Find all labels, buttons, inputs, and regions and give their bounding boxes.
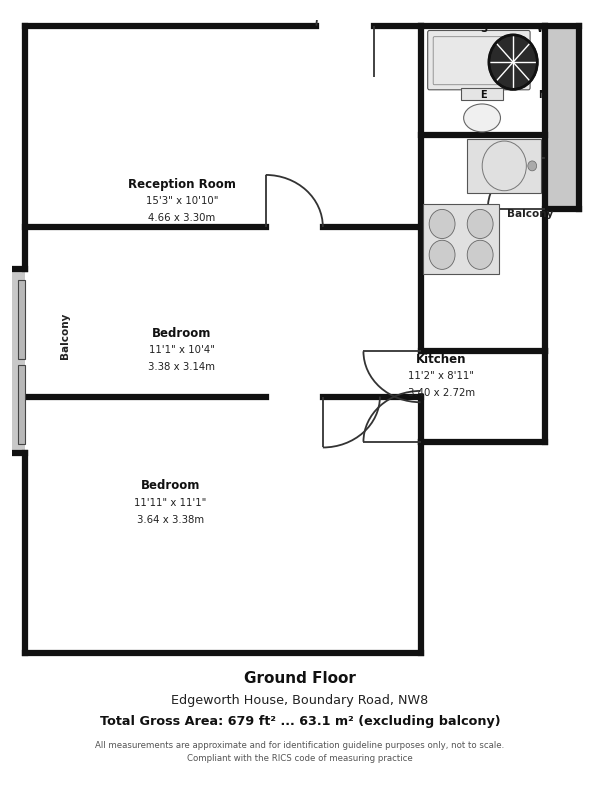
Text: Bedroom: Bedroom — [152, 327, 212, 340]
Text: 15'3" x 10'10": 15'3" x 10'10" — [146, 197, 218, 206]
Bar — [19, 280, 25, 359]
Text: 3.40 x 2.72m: 3.40 x 2.72m — [407, 388, 475, 398]
FancyBboxPatch shape — [428, 30, 530, 90]
Bar — [19, 365, 25, 444]
Bar — [25, 26, 421, 227]
Text: Balcony: Balcony — [507, 210, 554, 219]
Circle shape — [429, 240, 455, 270]
Text: E: E — [481, 90, 487, 100]
Bar — [421, 26, 545, 135]
Circle shape — [467, 210, 493, 238]
Text: 3.64 x 3.38m: 3.64 x 3.38m — [137, 514, 204, 525]
Bar — [0, 269, 25, 453]
Circle shape — [429, 210, 455, 238]
Text: W: W — [537, 24, 548, 34]
Circle shape — [528, 161, 536, 171]
Bar — [421, 135, 545, 351]
Circle shape — [511, 54, 521, 65]
Text: Balcony: Balcony — [60, 312, 70, 358]
Text: Bedroom: Bedroom — [141, 479, 200, 493]
Text: 4.66 x 3.30m: 4.66 x 3.30m — [148, 214, 215, 223]
Bar — [421, 351, 545, 442]
Bar — [461, 88, 503, 100]
Text: Compliant with the RICS code of measuring practice: Compliant with the RICS code of measurin… — [187, 754, 413, 763]
Text: S: S — [194, 222, 406, 505]
Text: 11'1" x 10'4": 11'1" x 10'4" — [149, 346, 215, 355]
Circle shape — [467, 240, 493, 270]
Text: Edgeworth House, Boundary Road, NW8: Edgeworth House, Boundary Road, NW8 — [172, 694, 428, 707]
Ellipse shape — [464, 104, 500, 132]
Text: Kitchen: Kitchen — [416, 353, 466, 366]
Bar — [25, 397, 421, 654]
Bar — [545, 26, 579, 209]
Text: S: S — [480, 24, 487, 34]
Text: 3.38 x 3.14m: 3.38 x 3.14m — [148, 362, 215, 372]
Text: Ground Floor: Ground Floor — [244, 671, 356, 686]
Text: 11'2" x 8'11": 11'2" x 8'11" — [408, 371, 474, 382]
Bar — [423, 204, 499, 274]
Text: 11'11" x 11'1": 11'11" x 11'1" — [134, 498, 206, 508]
Text: Total Gross Area: 679 ft² ... 63.1 m² (excluding balcony): Total Gross Area: 679 ft² ... 63.1 m² (e… — [100, 715, 500, 728]
Circle shape — [489, 35, 538, 90]
Text: N: N — [538, 90, 547, 100]
Bar — [467, 138, 541, 193]
Text: All measurements are approximate and for identification guideline purposes only,: All measurements are approximate and for… — [95, 741, 505, 750]
Text: Reception Room: Reception Room — [128, 178, 236, 191]
Bar — [25, 227, 421, 397]
